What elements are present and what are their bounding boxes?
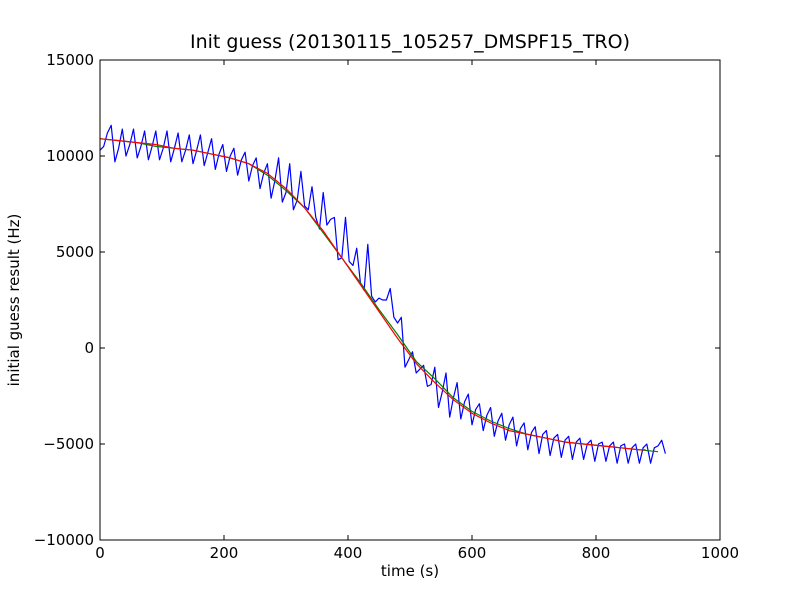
series-layer [99, 124, 666, 464]
y-tick-label: −10000 [34, 531, 94, 549]
x-tick-label: 800 [582, 544, 611, 562]
plot-area [100, 60, 720, 540]
x-axis-label: time (s) [381, 562, 439, 580]
x-tick-label: 1000 [701, 544, 739, 562]
y-tick-label: 15000 [46, 51, 94, 69]
y-axis-label: initial guess result (Hz) [5, 214, 23, 387]
y-tick-label: −5000 [43, 435, 94, 453]
x-tick-label: 0 [95, 544, 105, 562]
y-tick-label: 0 [84, 339, 94, 357]
series-line-1 [99, 124, 666, 464]
x-tick-label: 200 [210, 544, 239, 562]
chart-title: Init guess (20130115_105257_DMSPF15_TRO) [190, 31, 630, 53]
y-tick-label: 10000 [46, 147, 94, 165]
tick-layer: 0 200 400 600 800 1000 −10000 −5000 0 5000 10000 15… [34, 51, 739, 562]
x-tick-label: 600 [458, 544, 487, 562]
x-tick-label: 400 [334, 544, 363, 562]
plot-frame [99, 59, 721, 541]
y-tick-label: 5000 [56, 243, 94, 261]
series-line-3 [99, 138, 646, 451]
